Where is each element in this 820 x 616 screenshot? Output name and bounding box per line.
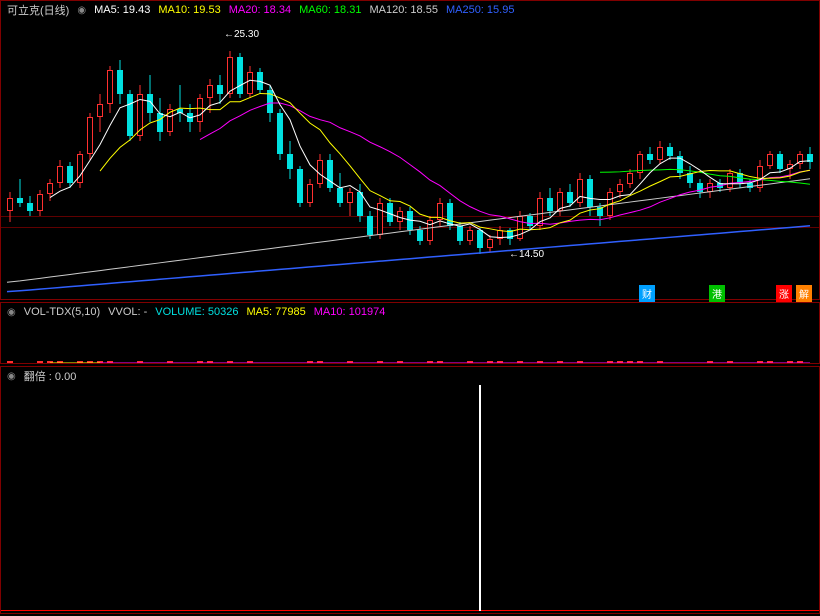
ma20-label: MA20: 18.34 xyxy=(229,4,291,16)
volume-bar xyxy=(637,361,643,363)
volume-bar xyxy=(87,361,93,363)
volume-bar xyxy=(517,361,523,363)
ma120-label: MA120: 18.55 xyxy=(369,4,438,16)
volume-bar xyxy=(797,361,803,363)
volume-chart[interactable] xyxy=(1,321,819,363)
event-badge[interactable]: 财 xyxy=(639,285,655,302)
volume-bar xyxy=(707,361,713,363)
volume-bar xyxy=(397,361,403,363)
volume-bar xyxy=(617,361,623,363)
ma250-label: MA250: 15.95 xyxy=(446,4,515,16)
oscillator-spike xyxy=(479,385,481,611)
volume-bar xyxy=(57,361,63,363)
ma20-line xyxy=(1,19,819,299)
volume-bar xyxy=(47,361,53,363)
volume-bar xyxy=(437,361,443,363)
volume-bar xyxy=(497,361,503,363)
volume-bar xyxy=(377,361,383,363)
volume-bar xyxy=(557,361,563,363)
volume-bar xyxy=(7,361,13,363)
oscillator-chart[interactable] xyxy=(1,385,819,613)
volume-bar xyxy=(607,361,613,363)
volume-bar xyxy=(197,361,203,363)
volume-bar xyxy=(487,361,493,363)
vol-label-4: MA10: 101974 xyxy=(314,306,386,318)
ma120-line xyxy=(1,19,819,299)
price-panel: 可立克(日线) ◉ MA5: 19.43 MA10: 19.53 MA20: 1… xyxy=(0,0,820,300)
volume-header: ◉ VOL-TDX(5,10) VVOL: - VOLUME: 50326 MA… xyxy=(1,303,819,321)
ma5-line xyxy=(1,19,819,299)
volume-bar xyxy=(137,361,143,363)
volume-bar xyxy=(227,361,233,363)
ma60-label: MA60: 18.31 xyxy=(299,4,361,16)
baseline xyxy=(1,610,819,611)
ma250-line xyxy=(1,19,819,299)
vol-ma5 xyxy=(1,321,819,363)
volume-bar xyxy=(657,361,663,363)
volume-bar xyxy=(577,361,583,363)
volume-bar xyxy=(767,361,773,363)
volume-bar xyxy=(317,361,323,363)
vol-ma10 xyxy=(1,321,819,363)
oscillator-panel: ◉ 翻倍 : 0.00 xyxy=(0,366,820,614)
volume-bar xyxy=(97,361,103,363)
volume-bar xyxy=(307,361,313,363)
event-badge[interactable]: 港 xyxy=(709,285,725,302)
volume-bar xyxy=(727,361,733,363)
event-badge[interactable]: 解 xyxy=(796,285,812,302)
osc-label: 翻倍 : 0.00 xyxy=(24,368,77,384)
gear-icon[interactable]: ◉ xyxy=(7,371,16,382)
gear-icon[interactable]: ◉ xyxy=(7,307,16,318)
vol-label-0: VOL-TDX(5,10) xyxy=(24,306,100,318)
volume-bar xyxy=(427,361,433,363)
volume-bar xyxy=(757,361,763,363)
volume-bar xyxy=(537,361,543,363)
price-chart[interactable]: ←25.30 ←14.50 财 港 涨解 xyxy=(1,19,819,299)
volume-bar xyxy=(167,361,173,363)
ma60-line xyxy=(1,19,819,299)
vol-label-3: MA5: 77985 xyxy=(246,306,305,318)
volume-bar xyxy=(77,361,83,363)
volume-bar xyxy=(37,361,43,363)
stock-title: 可立克(日线) xyxy=(7,2,69,18)
gear-icon[interactable]: ◉ xyxy=(77,5,86,16)
volume-bar xyxy=(627,361,633,363)
volume-bar xyxy=(247,361,253,363)
volume-bar xyxy=(347,361,353,363)
vol-label-1: VVOL: - xyxy=(108,306,147,318)
ma5-label: MA5: 19.43 xyxy=(94,4,150,16)
low-marker: ←14.50 xyxy=(509,249,544,260)
volume-bar xyxy=(467,361,473,363)
event-badge[interactable]: 涨 xyxy=(776,285,792,302)
ma10-label: MA10: 19.53 xyxy=(158,4,220,16)
volume-bar xyxy=(207,361,213,363)
volume-bar xyxy=(107,361,113,363)
volume-bar xyxy=(787,361,793,363)
ma10-line xyxy=(1,19,819,299)
oscillator-header: ◉ 翻倍 : 0.00 xyxy=(1,367,819,385)
high-marker: ←25.30 xyxy=(224,29,259,40)
vol-label-2: VOLUME: 50326 xyxy=(155,306,238,318)
volume-panel: ◉ VOL-TDX(5,10) VVOL: - VOLUME: 50326 MA… xyxy=(0,302,820,364)
price-header: 可立克(日线) ◉ MA5: 19.43 MA10: 19.53 MA20: 1… xyxy=(1,1,819,19)
